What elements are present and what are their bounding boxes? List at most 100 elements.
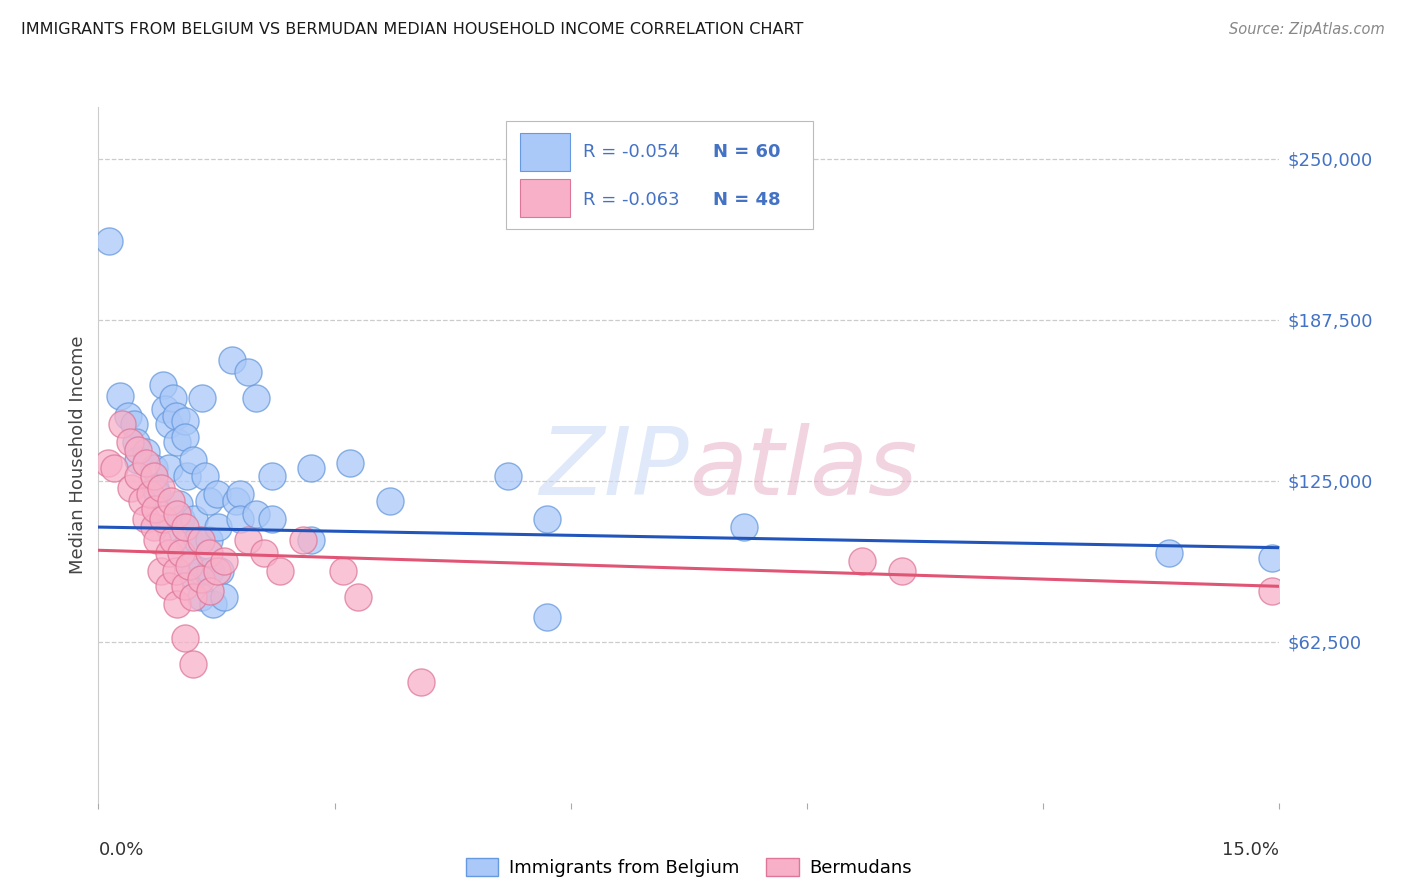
Point [214,553,236,567]
Text: 15.0%: 15.0% [1222,841,1279,859]
Point [190,564,212,578]
Point [1260,551,1282,566]
Point [260,512,283,526]
Point [245,507,267,521]
Point [1159,546,1181,560]
Text: R = -0.054: R = -0.054 [582,143,679,161]
Text: N = 48: N = 48 [713,191,780,209]
Point [177,533,200,547]
Point [180,558,202,573]
Point [253,546,276,560]
Point [200,584,222,599]
Point [299,460,322,475]
Point [174,631,197,645]
Point [190,590,212,604]
Point [135,456,157,470]
Point [142,468,165,483]
Point [97,456,120,470]
Point [162,391,184,405]
Point [146,533,169,547]
Point [299,533,322,547]
Point [131,494,153,508]
Point [157,546,180,560]
Legend: Immigrants from Belgium, Bermudans: Immigrants from Belgium, Bermudans [458,851,920,884]
Point [229,512,252,526]
Point [176,468,198,483]
Point [135,445,157,459]
Point [177,558,200,573]
Point [157,417,180,431]
Point [186,533,208,547]
Point [155,401,177,416]
Point [167,497,190,511]
Point [174,430,197,444]
Point [166,598,188,612]
Point [236,366,259,380]
Point [143,502,166,516]
Point [127,468,149,483]
Text: Source: ZipAtlas.com: Source: ZipAtlas.com [1229,22,1385,37]
Text: atlas: atlas [689,424,917,515]
Point [536,512,558,526]
Point [150,564,173,578]
Point [209,564,232,578]
Point [197,494,219,508]
Point [152,512,174,526]
Point [103,460,125,475]
Text: N = 60: N = 60 [713,143,780,161]
Point [183,512,205,526]
Point [135,512,157,526]
Point [733,520,755,534]
Point [142,520,165,534]
Point [162,533,184,547]
Point [157,579,180,593]
Point [339,456,361,470]
Point [411,674,433,689]
Point [536,610,558,624]
Point [125,435,148,450]
Point [190,572,212,586]
Point [890,564,912,578]
Point [292,533,315,547]
Point [166,507,188,521]
Point [143,482,166,496]
Point [236,533,259,547]
Point [201,598,224,612]
Point [127,453,149,467]
Point [174,414,197,428]
Point [170,512,193,526]
FancyBboxPatch shape [506,121,813,229]
FancyBboxPatch shape [520,133,569,171]
Point [378,494,401,508]
Point [181,657,204,671]
Text: IMMIGRANTS FROM BELGIUM VS BERMUDAN MEDIAN HOUSEHOLD INCOME CORRELATION CHART: IMMIGRANTS FROM BELGIUM VS BERMUDAN MEDI… [21,22,803,37]
Point [181,590,204,604]
Point [221,352,243,367]
Text: ZIP: ZIP [540,424,689,515]
Point [225,494,247,508]
Point [332,564,354,578]
Point [142,460,165,475]
Point [269,564,291,578]
Point [165,409,187,424]
Point [166,435,188,450]
Point [205,564,228,578]
Point [150,482,173,496]
Point [205,486,228,500]
Point [197,546,219,560]
Point [117,409,139,424]
Point [851,553,873,567]
Point [160,494,183,508]
Point [152,378,174,392]
Point [157,460,180,475]
Point [197,533,219,547]
Point [174,579,197,593]
Y-axis label: Median Household Income: Median Household Income [69,335,87,574]
Point [146,486,169,500]
Point [110,389,132,403]
Point [190,533,212,547]
Point [260,468,283,483]
Point [200,564,222,578]
Point [138,486,160,500]
Point [174,520,197,534]
